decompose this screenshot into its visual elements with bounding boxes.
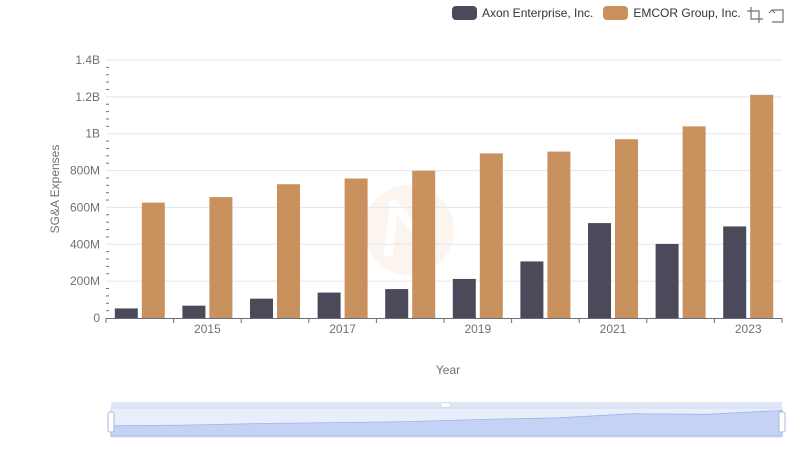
data-zoom-slider[interactable] (107, 402, 786, 438)
x-tick-label: 2017 (329, 322, 356, 336)
y-tick-label: 1B (85, 127, 100, 141)
legend-item-axon[interactable]: Axon Enterprise, Inc. (452, 6, 593, 20)
bar-axon-2018[interactable] (385, 289, 409, 318)
bar-emcor-2018[interactable] (412, 170, 436, 318)
bar-axon-2019[interactable] (452, 278, 476, 318)
y-tick-label: 0 (93, 311, 100, 325)
bar-emcor-2020[interactable] (547, 151, 571, 318)
bar-axon-2022[interactable] (655, 243, 679, 318)
watermark-logo (364, 185, 454, 275)
y-tick-label: 400M (70, 237, 100, 251)
bars (114, 94, 774, 318)
zoom-reset-icon[interactable] (767, 6, 785, 24)
data-zoom-icon[interactable] (746, 6, 764, 24)
y-minor-ticks (106, 66, 109, 312)
bar-emcor-2019[interactable] (479, 153, 503, 318)
bar-emcor-2015[interactable] (209, 197, 233, 318)
bar-axon-2016[interactable] (250, 298, 273, 318)
bar-axon-2021[interactable] (588, 223, 611, 318)
bar-emcor-2017[interactable] (344, 178, 368, 318)
legend: Axon Enterprise, Inc. EMCOR Group, Inc. (452, 4, 751, 22)
bar-emcor-2021[interactable] (615, 139, 638, 318)
toolbox (746, 6, 788, 24)
x-tick-label: 2023 (735, 322, 762, 336)
slider-left-handle[interactable] (107, 411, 115, 433)
y-tick-label: 200M (70, 274, 100, 288)
x-axis-title: Year (436, 363, 460, 377)
y-tick-label: 1.2B (75, 90, 100, 104)
x-tick-labels: 2015 2017 2019 2021 2023 (194, 322, 762, 336)
legend-label-axon: Axon Enterprise, Inc. (482, 6, 594, 20)
legend-swatch-axon (452, 6, 477, 20)
y-tick-label: 800M (70, 164, 100, 178)
legend-swatch-emcor (603, 6, 629, 20)
slider-move-handle[interactable] (440, 402, 451, 408)
bar-axon-2015[interactable] (182, 305, 206, 318)
x-tick-label: 2019 (464, 322, 491, 336)
x-ticks (105, 318, 783, 323)
bar-emcor-2016[interactable] (277, 184, 300, 318)
slider-right-handle[interactable] (778, 411, 786, 433)
y-tick-label: 600M (70, 200, 100, 214)
legend-item-emcor[interactable]: EMCOR Group, Inc. (603, 6, 741, 20)
y-tick-labels: 0 200M 400M 600M 800M 1B 1.2B 1.4B (70, 53, 100, 325)
bar-emcor-2014[interactable] (141, 202, 165, 318)
bar-axon-2023[interactable] (723, 226, 747, 318)
slider-data-shadow (110, 409, 783, 437)
x-tick-label: 2021 (600, 322, 627, 336)
legend-label-emcor: EMCOR Group, Inc. (633, 6, 741, 20)
y-tick-label: 1.4B (75, 53, 100, 67)
y-axis-title: SG&A Expenses (48, 145, 62, 234)
bar-axon-2020[interactable] (520, 261, 544, 318)
bar-axon-2017[interactable] (317, 292, 341, 318)
x-tick-label: 2015 (194, 322, 221, 336)
bar-emcor-2022[interactable] (682, 126, 706, 318)
bar-emcor-2023[interactable] (750, 94, 774, 318)
bar-axon-2014[interactable] (114, 308, 138, 318)
